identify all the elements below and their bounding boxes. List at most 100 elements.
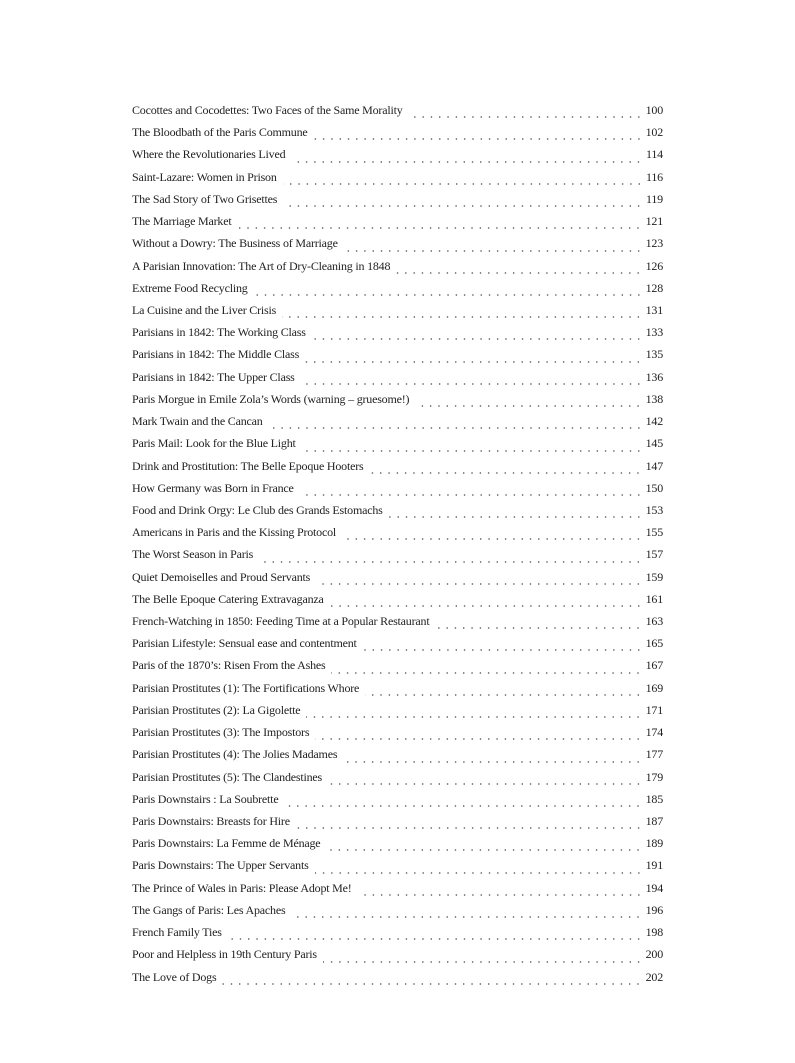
toc-entry-page-number: 121: [645, 214, 664, 229]
toc-entry[interactable]: Paris Morgue in Emile Zola’s Words (warn…: [132, 390, 663, 412]
dot-leader: [311, 338, 643, 341]
toc-entry-page-number: 185: [645, 791, 664, 806]
toc-entry-page-number: 163: [645, 614, 664, 629]
toc-entry-title: Paris of the 1870’s: Risen From the Ashe…: [132, 658, 326, 673]
toc-entry-title: Paris Downstairs: Breasts for Hire: [132, 814, 290, 828]
dot-leader: [313, 138, 643, 141]
toc-entry-page-number: 155: [645, 525, 664, 540]
toc-entry-page-number: 102: [645, 125, 664, 140]
toc-entry[interactable]: Paris Downstairs: Breasts for Hire 187: [132, 812, 663, 834]
toc-entry[interactable]: Parisian Prostitutes (4): The Jolies Mad…: [132, 745, 663, 767]
toc-entry-page-number: 119: [646, 191, 663, 206]
dot-leader: [342, 538, 643, 541]
toc-entry-page-number: 194: [645, 880, 664, 895]
toc-entry-page-number: 150: [645, 480, 664, 495]
toc-entry[interactable]: Parisian Lifestyle: Sensual ease and con…: [132, 634, 663, 656]
toc-entry-page-number: 157: [645, 547, 664, 562]
dot-leader: [396, 271, 643, 274]
toc-entry[interactable]: The Prince of Wales in Paris: Please Ado…: [132, 879, 663, 901]
toc-entry-title: The Marriage Market: [132, 214, 232, 229]
dot-leader: [326, 849, 643, 852]
toc-entry[interactable]: The Gangs of Paris: Les Apaches 196: [132, 901, 663, 923]
dot-leader: [222, 982, 643, 985]
dot-leader: [282, 316, 643, 319]
toc-entry[interactable]: Without a Dowry: The Business of Marriag…: [132, 234, 663, 256]
toc-entry[interactable]: Poor and Helpless in 19th Century Paris 2…: [132, 945, 663, 967]
dot-leader: [253, 293, 643, 296]
toc-entry-title: Parisian Prostitutes (5): The Clandestin…: [132, 769, 323, 784]
toc-entry[interactable]: Americans in Paris and the Kissing Proto…: [132, 523, 663, 545]
toc-entry-page-number: 138: [645, 391, 664, 406]
toc-entry-title: Cocottes and Cocodettes: Two Faces of th…: [132, 103, 403, 117]
toc-entry-page-number: 202: [645, 969, 664, 984]
toc-entry[interactable]: French Family Ties 198: [132, 923, 663, 945]
toc-entry-title: How Germany was Born in France: [132, 480, 294, 495]
toc-entry-title: Parisian Lifestyle: Sensual ease and con…: [132, 636, 357, 651]
toc-entry-title: The Bloodbath of the Paris Commune: [132, 125, 308, 140]
toc-entry-title: The Belle Epoque Catering Extravaganza: [132, 591, 324, 606]
toc-entry[interactable]: Food and Drink Orgy: Le Club des Grands …: [132, 501, 663, 523]
toc-entry[interactable]: The Love of Dogs 202: [132, 968, 663, 990]
dot-leader: [299, 493, 643, 496]
dot-leader: [283, 205, 644, 208]
dot-leader: [237, 227, 643, 230]
toc-entry[interactable]: Quiet Demoiselles and Proud Servants 159: [132, 568, 663, 590]
dot-leader: [305, 360, 643, 363]
toc-entry[interactable]: Parisians in 1842: The Working Class 133: [132, 323, 663, 345]
toc-entry-title: The Worst Season in Paris: [132, 547, 254, 562]
toc-entry[interactable]: Paris Downstairs : La Soubrette 185: [132, 790, 663, 812]
dot-leader: [415, 405, 643, 408]
toc-entry-title: Paris Downstairs: La Femme de Ménage: [132, 836, 321, 851]
dot-leader: [328, 782, 643, 785]
toc-entry[interactable]: The Marriage Market 121: [132, 212, 663, 234]
toc-entry-page-number: 187: [645, 814, 664, 828]
toc-entry[interactable]: Where the Revolutionaries Lived 114: [132, 145, 663, 167]
toc-entry[interactable]: A Parisian Innovation: The Art of Dry-Cl…: [132, 257, 663, 279]
toc-entry[interactable]: French-Watching in 1850: Feeding Time at…: [132, 612, 663, 634]
toc-entry[interactable]: Parisian Prostitutes (1): The Fortificat…: [132, 679, 663, 701]
toc-entry[interactable]: Saint-Lazare: Women in Prison 116: [132, 168, 663, 190]
toc-entry-title: Parisians in 1842: The Upper Class: [132, 369, 295, 384]
toc-entry[interactable]: Drink and Prostitution: The Belle Epoque…: [132, 457, 663, 479]
toc-entry[interactable]: Parisians in 1842: The Upper Class 136: [132, 368, 663, 390]
toc-entry-title: Parisian Prostitutes (2): La Gigolette: [132, 702, 301, 717]
toc-entry[interactable]: Parisians in 1842: The Middle Class 135: [132, 345, 663, 367]
toc-entry[interactable]: Mark Twain and the Cancan 142: [132, 412, 663, 434]
toc-entry-title: A Parisian Innovation: The Art of Dry-Cl…: [132, 258, 391, 273]
toc-entry-title: Americans in Paris and the Kissing Proto…: [132, 525, 337, 540]
toc-entry-page-number: 159: [645, 569, 664, 584]
toc-entry-title: The Love of Dogs: [132, 969, 217, 984]
toc-entry[interactable]: The Belle Epoque Catering Extravaganza 16…: [132, 590, 663, 612]
toc-entry-page-number: 116: [646, 169, 663, 184]
toc-entry[interactable]: Paris Mail: Look for the Blue Light 145: [132, 434, 663, 456]
toc-entry[interactable]: Paris Downstairs: The Upper Servants 191: [132, 856, 663, 878]
dot-leader: [343, 249, 643, 252]
toc-entry[interactable]: The Sad Story of Two Grisettes 119: [132, 190, 663, 212]
toc-entry-title: French Family Ties: [132, 925, 222, 940]
toc-entry[interactable]: The Bloodbath of the Paris Commune 102: [132, 123, 663, 145]
toc-entry[interactable]: The Worst Season in Paris 157: [132, 545, 663, 567]
toc-entry-page-number: 135: [645, 347, 664, 362]
toc-entry[interactable]: Extreme Food Recycling 128: [132, 279, 663, 301]
toc-entry[interactable]: Paris of the 1870’s: Risen From the Ashe…: [132, 656, 663, 678]
dot-leader: [369, 471, 643, 474]
toc-entry-page-number: 191: [645, 858, 664, 873]
toc-entry-page-number: 123: [645, 236, 664, 251]
toc-entry[interactable]: Cocottes and Cocodettes: Two Faces of th…: [132, 101, 663, 123]
dot-leader: [435, 627, 643, 630]
toc-entry-page-number: 200: [645, 947, 664, 962]
toc-entry[interactable]: Parisian Prostitutes (5): The Clandestin…: [132, 768, 663, 790]
toc-entry-page-number: 198: [645, 925, 664, 940]
toc-entry-page-number: 133: [645, 325, 664, 340]
toc-entry-page-number: 174: [645, 725, 664, 740]
dot-leader: [284, 805, 643, 807]
toc-entry[interactable]: How Germany was Born in France 150: [132, 479, 663, 501]
toc-entry[interactable]: Parisian Prostitutes (3): The Impostors 1…: [132, 723, 663, 745]
dot-leader: [357, 893, 643, 896]
toc-entry[interactable]: Parisian Prostitutes (2): La Gigolette 17…: [132, 701, 663, 723]
toc-entry-page-number: 165: [645, 636, 664, 651]
toc-entry[interactable]: La Cuisine and the Liver Crisis 131: [132, 301, 663, 323]
toc-entry[interactable]: Paris Downstairs: La Femme de Ménage 189: [132, 834, 663, 856]
toc-entry-title: French-Watching in 1850: Feeding Time at…: [132, 614, 430, 629]
toc-entry-page-number: 145: [645, 436, 664, 451]
